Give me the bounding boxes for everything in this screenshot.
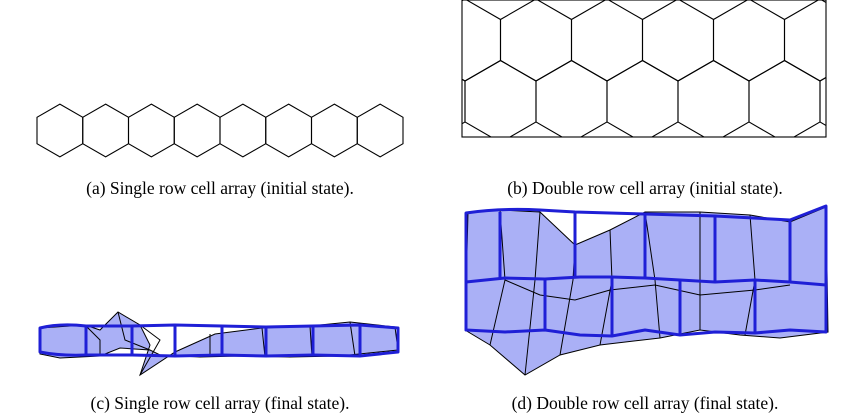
hexagon-cell — [173, 103, 221, 158]
hexagon-cell — [856, 0, 865, 81]
caption: (b) Double row cell array (initial state… — [507, 178, 783, 198]
panel-c-drawing — [38, 311, 400, 377]
hexagon-cell — [712, 0, 786, 82]
hexagon-cell — [606, 59, 679, 137]
panel-b-drawing — [462, 0, 865, 137]
hexagon-cell — [535, 59, 608, 137]
caption: (c) Single row cell array (final state). — [91, 393, 350, 413]
hexagon-cell — [819, 76, 826, 127]
hexagon-cell — [462, 78, 466, 125]
panel-b-border — [461, 0, 827, 138]
hexagon-cell — [36, 103, 84, 158]
panel-a-drawing — [36, 103, 404, 158]
hexagon-cell — [783, 0, 826, 82]
hexagon-cell — [499, 0, 573, 82]
hexagon-cell — [219, 103, 267, 158]
hexagon-cell — [748, 59, 821, 137]
hexagon-cell — [82, 103, 130, 158]
panel-d-drawing — [464, 204, 829, 376]
hexagon-cell — [462, 0, 502, 82]
hexagon-cell — [356, 103, 404, 158]
hexagon-cell — [265, 103, 313, 158]
hexagon-cell — [570, 0, 644, 82]
caption: (a) Single row cell array (initial state… — [86, 178, 354, 198]
hexagon-cell — [677, 59, 750, 137]
hexagon-cell — [464, 59, 537, 137]
caption: (d) Double row cell array (final state). — [512, 393, 779, 413]
hexagon-cell — [310, 103, 358, 158]
hexagon-cell — [127, 103, 175, 158]
hexagon-cell — [641, 0, 715, 82]
